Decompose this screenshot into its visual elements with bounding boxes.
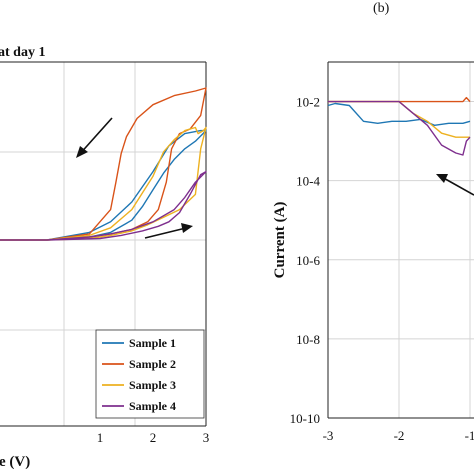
panel-b-y-tick-label: 10-10 <box>290 411 320 426</box>
panel-b-y-tick-label: 10-6 <box>296 253 320 268</box>
legend-entry-label: Sample 1 <box>129 336 176 350</box>
panel-b-ticks: 10-2 10-4 10-6 10-8 10-10-3 -2 -1 <box>290 95 474 443</box>
sweep-arrow-down-head <box>76 146 88 158</box>
panel-b-y-axis-label: Current (A) <box>272 202 288 279</box>
panel-b-x-tick-label: -3 <box>323 428 334 443</box>
panel-a-x-tick-label: 3 <box>203 430 210 445</box>
panel-b-grid <box>328 62 474 418</box>
legend-entry-label: Sample 4 <box>129 399 176 413</box>
panel-a-x-tick-label: 1 <box>97 430 104 445</box>
legend-items: Sample 1 Sample 2 Sample 3 Sample 4 <box>102 336 176 413</box>
legend-entry-label: Sample 3 <box>129 378 176 392</box>
legend: Sample 1 Sample 2 Sample 3 Sample 4 <box>95 329 205 419</box>
panel-b-x-tick-label: -2 <box>394 428 405 443</box>
panel-b-y-tick-label: 10-2 <box>296 95 320 110</box>
panel-a-series-line <box>0 126 207 241</box>
panel-b-series-line <box>327 102 471 127</box>
legend-entry-label: Sample 2 <box>129 357 176 371</box>
sweep-arrow-up-head <box>181 223 193 233</box>
panel-a-series-line <box>0 170 207 241</box>
panel-b-letter: (b) <box>373 1 390 16</box>
panel-b-arrow-head <box>436 174 448 183</box>
panel-a-title: at day 1 <box>0 45 45 60</box>
panel-b-series-group <box>327 96 471 156</box>
panel-b-series-line <box>328 100 471 156</box>
panel-b-y-tick-label: 10-8 <box>296 332 320 347</box>
panel-a-x-axis-label: e (V) <box>0 454 30 470</box>
panel-a-series-line <box>0 129 207 241</box>
panel-a-series-group <box>0 87 207 241</box>
panel-b-x-tick-label: -1 <box>465 428 474 443</box>
legend-box <box>95 329 205 419</box>
panel-a-x-tick-label: 2 <box>150 430 157 445</box>
panel-b: (b) 10-2 10-4 10-6 10-8 10-10-3 -2 -1 Current … <box>272 1 474 443</box>
panel-b-y-tick-label: 10-4 <box>296 174 320 189</box>
panel-a-ticks: 1 2 3 <box>97 430 210 445</box>
